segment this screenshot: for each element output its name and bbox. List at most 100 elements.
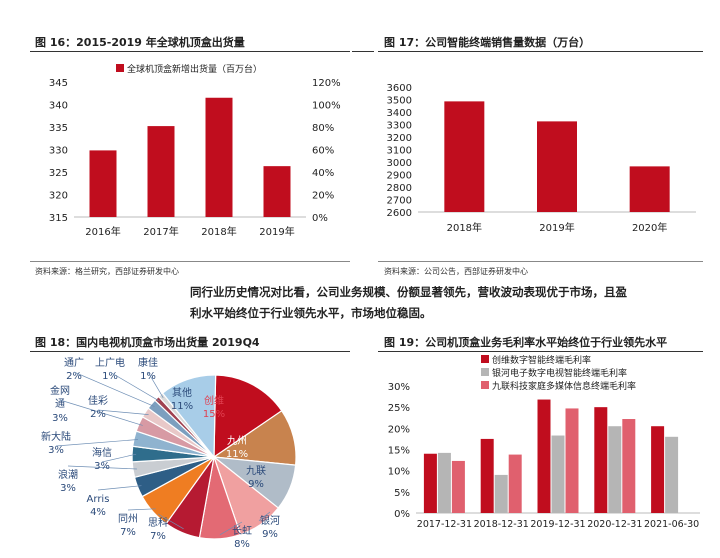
- fig17-ytick: 3300: [387, 121, 412, 132]
- fig16-source-rule: [30, 261, 350, 262]
- fig16-source: 资料来源：格兰研究，西部证券研发中心: [35, 267, 179, 276]
- fig16-xtick: 2016年: [85, 225, 120, 238]
- pie-leader-line: [59, 399, 143, 426]
- pie-label-name: 九联: [246, 465, 266, 477]
- fig17-ytick: 3600: [387, 83, 412, 94]
- fig19-chart: 创维数字智能终端毛利率银河电子数字电视智能终端毛利率九联科技家庭多媒体信息终端毛…: [388, 354, 700, 530]
- fig16-y2tick: 40%: [312, 168, 334, 179]
- fig17-ytick: 3100: [387, 146, 412, 157]
- pie-label-value: 3%: [48, 445, 64, 456]
- fig19-xtick: 2019-12-31: [530, 519, 585, 530]
- pie-leader-line: [67, 465, 137, 470]
- fig17-bar: [537, 121, 577, 212]
- pie-label-value: 2%: [90, 409, 106, 420]
- fig17-ytick: 2900: [387, 171, 412, 182]
- fig17-title-rule: [378, 51, 703, 52]
- fig17-ytick: 3400: [387, 108, 412, 119]
- pie-label-value: 4%: [90, 507, 106, 518]
- fig17-ytick: 3500: [387, 96, 412, 107]
- pie-label-value: 3%: [60, 483, 76, 494]
- fig19-title-rule: [378, 351, 703, 352]
- fig19-bar: [551, 435, 565, 513]
- fig19-legend-swatch: [481, 355, 489, 363]
- pie-label-name: Arris: [87, 494, 110, 505]
- pie-label-name: 佳彩: [88, 394, 108, 407]
- fig19-bar: [622, 419, 636, 513]
- pie-label-name: 海信: [92, 446, 112, 459]
- pie-label-value: 11%: [226, 449, 248, 460]
- pie-slice-1: [213, 374, 283, 459]
- paragraph-line-1: 同行业历史情况对比看，公司业务规模、份额显著领先，营收波动表现优于市场，且盈: [190, 285, 627, 299]
- fig16-bar: [205, 97, 233, 217]
- fig16-ytick: 320: [49, 191, 68, 202]
- pie-leader-line: [109, 371, 160, 402]
- fig17-ytick: 3200: [387, 133, 412, 144]
- pie-leader-line: [219, 521, 243, 536]
- fig16-y2tick: 120%: [312, 78, 341, 89]
- fig19-bar: [508, 454, 522, 513]
- pie-label-name: 通广: [64, 357, 84, 369]
- fig19-bar: [537, 399, 551, 513]
- pie-label-value: 1%: [102, 371, 118, 382]
- fig18-title: 图 18：国内电视机顶盒市场出货量 2019Q4: [35, 336, 260, 349]
- pie-leader-line: [258, 511, 271, 521]
- fig16-y2tick: 80%: [312, 123, 334, 134]
- fig19-bar: [480, 438, 494, 513]
- fig17-source: 资料来源：公司公告，西部证券研发中心: [384, 267, 528, 276]
- pie-leader-line: [157, 513, 184, 530]
- pie-label-value: 15%: [203, 409, 225, 420]
- fig16-legend-label: 全球机顶盒新增出货量（百万台）: [127, 63, 262, 75]
- fig19-xtick: 2020-12-31: [587, 519, 642, 530]
- pie-label-name: 同州: [118, 513, 138, 525]
- fig16-legend-swatch: [116, 64, 124, 72]
- fig19-bar: [494, 474, 508, 513]
- fig19-ytick: 25%: [388, 403, 410, 414]
- fig19-ytick: 0%: [394, 509, 410, 520]
- pie-label-value: 3%: [52, 413, 68, 424]
- fig19-legend-label: 创维数字智能终端毛利率: [492, 354, 591, 366]
- pie-slice-17: [161, 374, 217, 459]
- fig16-xtick: 2017年: [143, 225, 178, 238]
- fig17-left-tick-rule: [352, 51, 374, 52]
- fig16-chart: 全球机顶盒新增出货量（百万台） 315 320 325 330 335 340 345 0% 20…: [49, 63, 341, 238]
- fig19-xtick: 2021-06-30: [644, 519, 699, 530]
- fig19-ytick: 15%: [388, 446, 410, 457]
- fig16-ytick: 315: [49, 213, 68, 224]
- paragraph-line-2: 利水平始终位于行业领先水平，市场地位稳固。: [190, 306, 432, 320]
- fig17-ytick: 2800: [387, 183, 412, 194]
- fig16-xtick: 2018年: [201, 225, 236, 238]
- fig16-ytick: 345: [49, 78, 68, 89]
- fig17-ytick: 2600: [387, 208, 412, 219]
- pie-label-name: 上广电: [95, 356, 125, 369]
- fig16-y2tick: 100%: [312, 101, 341, 112]
- pie-label-value: 2%: [66, 371, 82, 382]
- fig17-bar: [629, 166, 670, 212]
- fig17-source-rule: [378, 261, 703, 262]
- pie-leader-line: [97, 485, 142, 491]
- fig17-xtick: 2018年: [447, 221, 482, 234]
- fig16-y2tick: 60%: [312, 146, 334, 157]
- fig18-title-rule: [30, 351, 350, 352]
- fig19-bar: [565, 408, 579, 513]
- pie-label-name: 九州: [227, 435, 247, 447]
- fig19-bar: [594, 407, 608, 513]
- pie-label-value: 1%: [140, 371, 156, 382]
- fig19-title: 图 19：公司机顶盒业务毛利率水平始终位于行业领先水平: [384, 336, 668, 349]
- pie-label-name: 通: [55, 398, 65, 410]
- pie-leader-line: [127, 508, 156, 511]
- pie-leader-line: [147, 371, 164, 398]
- fig16-y2tick: 20%: [312, 191, 334, 202]
- fig16-bar: [263, 166, 291, 217]
- fig19-bar: [437, 452, 451, 513]
- fig16-ytick: 330: [49, 146, 68, 157]
- fig19-bar: [665, 436, 679, 513]
- pie-label-name: 创维: [204, 394, 224, 407]
- pie-label-value: 9%: [262, 529, 278, 540]
- fig17-xtick: 2020年: [632, 221, 667, 234]
- fig16-ytick: 340: [49, 101, 68, 112]
- fig19-bar: [608, 426, 622, 513]
- fig16-bar: [147, 126, 175, 217]
- body-paragraph: 同行业历史情况对比看，公司业务规模、份额显著领先，营收波动表现优于市场，且盈 利…: [190, 282, 715, 324]
- fig17-bar: [444, 101, 485, 212]
